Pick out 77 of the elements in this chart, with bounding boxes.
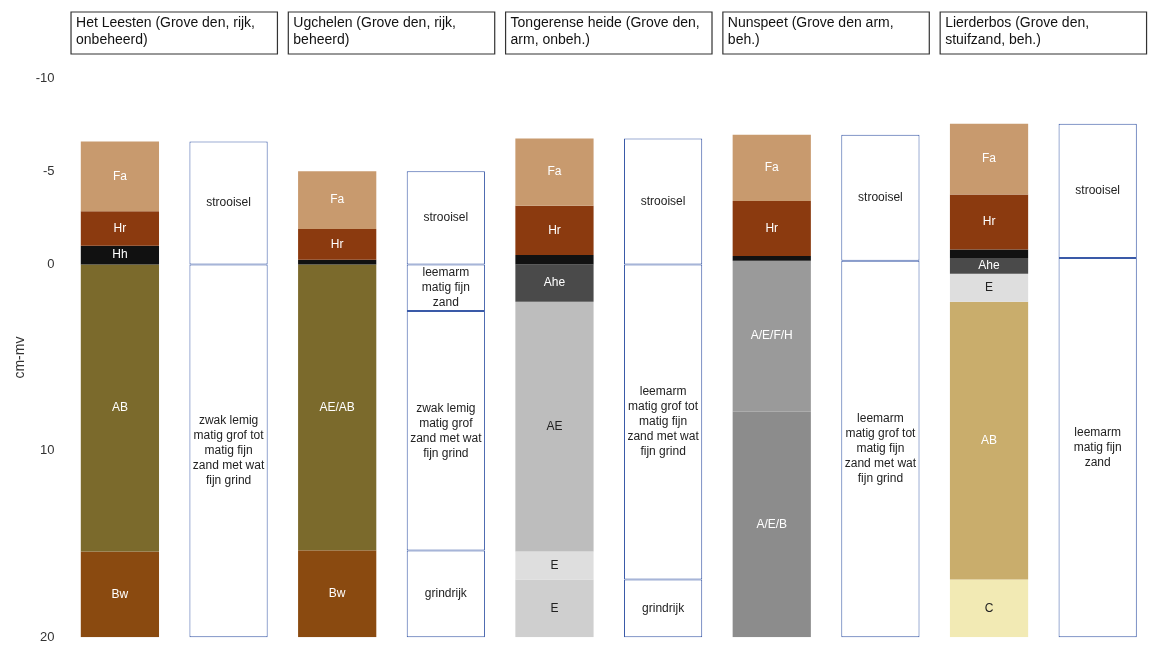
series-label: Hh [112,247,128,262]
series-label: AB [981,432,998,447]
text: strooisel [1075,183,1121,198]
series-label: grindrijk [424,586,468,601]
y-tick-label: 0 [47,255,55,271]
series-label: AB [111,400,128,415]
x-tick-label: Nunspeet (Grove den arm, beh.) [727,13,894,47]
series-label: Fa [330,192,345,207]
text: Fa [982,151,997,166]
bar [298,264,377,551]
bar [80,245,160,265]
series-label: leemarm matig fijn zand [421,265,470,310]
bar [515,301,594,552]
series-label: leemarm matig grof tot matig fijn zand met wat fijn grind [844,411,917,486]
text: Bw [328,586,346,601]
x-tick-label: Het Leesten (Grove den, rijk, onbeheerd) [76,13,256,47]
bar [515,264,594,302]
bar [298,171,377,229]
bar [949,273,1029,302]
text: leemarm matig grof tot matig fijn zand met wat fijn grind [627,384,699,459]
text: Fa [547,164,562,179]
bar [80,264,160,552]
text: strooisel [206,195,251,210]
text: Fa [764,160,779,175]
y-tick-label: -10 [35,69,55,85]
bar [515,138,594,206]
text: Hr [113,220,127,235]
bar [515,205,594,256]
x-tick-label: Lierderbos (Grove den, stuifzand, beh.) [945,13,1090,47]
bar [732,256,811,261]
bar [732,201,811,257]
series-label: Ahe [978,258,1001,273]
text: strooisel [640,193,686,208]
bar [515,255,594,265]
series-label: zwak lemig matig grof zand met wat fijn grind [410,400,483,460]
bar [515,579,594,638]
bar [949,257,1029,274]
bar [732,260,811,412]
series-label: C [984,600,994,615]
bar [732,411,811,638]
bar [298,228,377,260]
text: strooisel [858,190,903,205]
series-label: AE/AB [319,399,355,414]
bar [949,249,1029,258]
y-axis-title: cm-mv [11,336,28,379]
text: E [985,280,994,295]
y-tick-label: 20 [40,628,55,644]
y-tick-label: 10 [40,442,55,458]
bar [298,550,377,638]
series-label: strooisel [423,210,469,225]
y-tick-label: -5 [43,162,55,178]
text: grindrijk [642,600,685,615]
bar [732,134,811,202]
text: Fa [112,168,127,183]
text: Hr [982,214,996,229]
series-label: A/E/F/H [750,328,793,343]
series-label: Bw [111,586,129,601]
bar [949,123,1029,195]
bar [80,551,160,638]
series-label: E [550,557,559,572]
series-label: E [550,600,559,615]
bar [515,551,594,580]
x-tick-label: Tongerense heide (Grove den, arm, onbeh.) [510,13,700,47]
text: Ahe [543,275,566,290]
x-tick-label: Ugchelen (Grove den, rijk, beheerd) [293,13,456,47]
bar [949,194,1029,250]
bar [949,579,1029,638]
bar [80,211,160,246]
series-label: zwak lemig matig grof tot matig fijn zand met wat fijn grind [192,413,265,488]
series-label: A/E/B [756,516,788,531]
text: leemarm matig fijn zand [1073,424,1122,469]
text: Hr [548,222,561,237]
bar [80,141,160,212]
series-label: AE [546,418,563,433]
text: Hr [765,220,779,235]
series-label: Hr [330,236,344,251]
bar [949,301,1029,580]
